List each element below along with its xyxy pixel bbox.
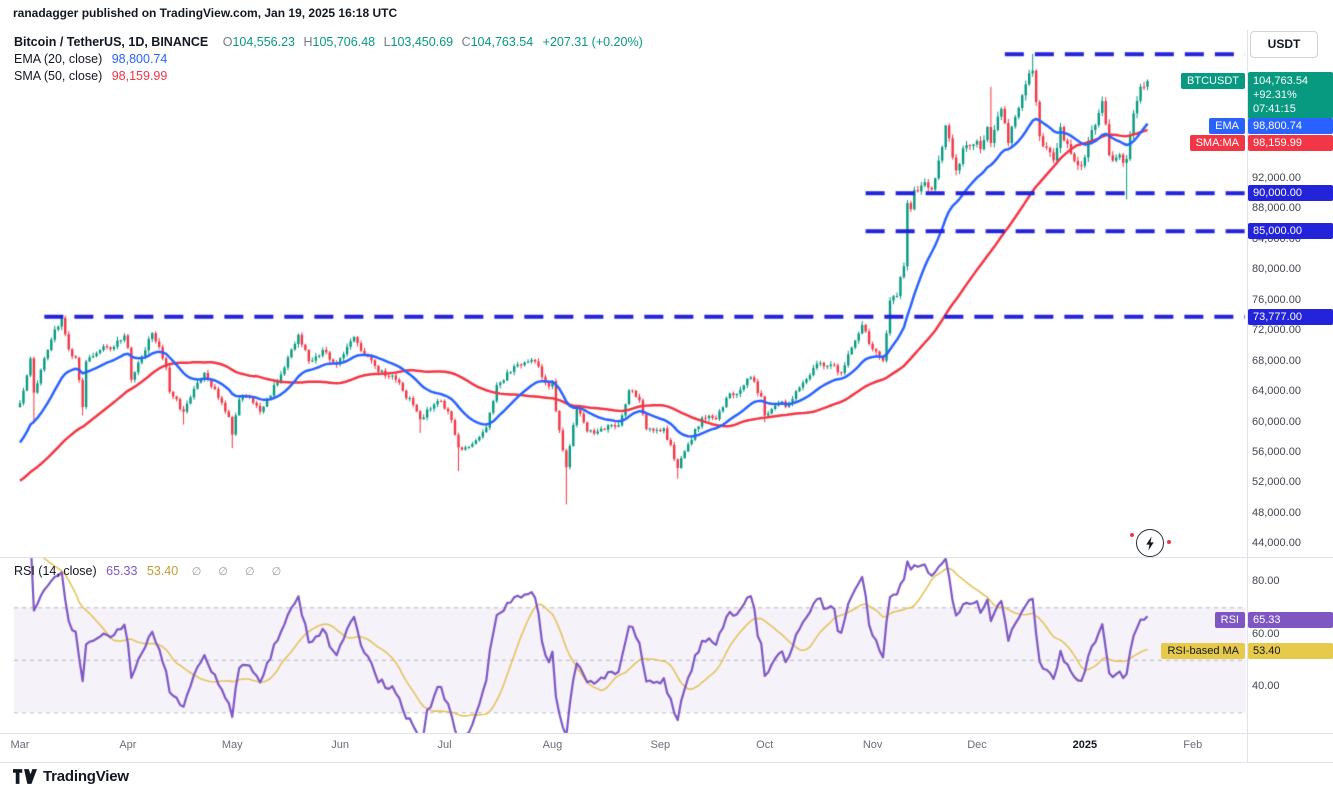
rsi-legend-value: 65.33	[106, 564, 138, 578]
rsi-value-badge: 65.33	[1248, 611, 1333, 628]
ohlc-high-value: 105,706.48	[312, 35, 376, 49]
red-dot-icon	[1167, 540, 1171, 544]
price-axis-label: 80,000.00	[1252, 263, 1301, 276]
currency-toggle-usdt[interactable]: USDT	[1250, 31, 1318, 58]
symbol-title: Bitcoin / TetherUS, 1D, BINANCE	[14, 35, 209, 49]
ohlc-open-label: O	[222, 35, 233, 49]
footer-separator	[0, 762, 1333, 763]
rsi-ma-legend-value: 53.40	[146, 564, 179, 578]
time-axis-label: May	[221, 739, 243, 751]
rsi-legend-label: RSI (14, close)	[14, 564, 97, 578]
indicator-ghost-icons: ∅ ∅ ∅ ∅	[191, 566, 289, 578]
red-dot-icon	[1130, 533, 1134, 537]
change-percent: +92.31%	[1253, 88, 1297, 101]
tradingview-logo[interactable]: TradingView	[13, 768, 129, 785]
time-axis-label: Oct	[756, 739, 774, 751]
time-axis-label: Feb	[1183, 739, 1203, 751]
symbol-price-badge: 104,763.54 +92.31% 07:41:15	[1248, 71, 1333, 119]
sma-legend-label: SMA (50, close)	[14, 69, 103, 83]
ohlc-low-value: 103,450.69	[390, 35, 454, 49]
lightning-bolt-icon	[1145, 536, 1154, 550]
time-axis-label: 2025	[1072, 739, 1098, 751]
rsi-label-badge: RSI	[1214, 611, 1245, 628]
chart-legend-symbol: Bitcoin / TetherUS, 1D, BINANCE O104,556…	[14, 35, 643, 49]
sma-legend-value: 98,159.99	[111, 69, 168, 83]
price-level-badge: 90,000.00	[1248, 185, 1333, 202]
chart-legend-sma: SMA (50, close) 98,159.99	[14, 69, 167, 83]
rsi-axis-label: 60.00	[1252, 627, 1280, 640]
time-axis-label: Mar	[10, 739, 30, 751]
symbol-label-badge: BTCUSDT	[1181, 72, 1245, 89]
pane-separator[interactable]	[0, 557, 1333, 558]
chart-legend-ema: EMA (20, close) 98,800.74	[14, 52, 167, 66]
price-axis-separator	[1247, 30, 1248, 763]
ohlc-open-value: 104,556.23	[232, 35, 296, 49]
sma-value-badge: 98,159.99	[1248, 135, 1333, 152]
time-axis-label: Sep	[650, 739, 671, 751]
rsi-ma-value-badge: 53.40	[1248, 642, 1333, 659]
price-axis-label: 88,000.00	[1252, 202, 1301, 215]
last-price: 104,763.54	[1253, 74, 1309, 87]
rsi-ma-label-badge: RSI-based MA	[1161, 642, 1245, 659]
ohlc-close-value: 104,763.54	[470, 35, 534, 49]
price-axis-label: 76,000.00	[1252, 293, 1301, 306]
price-axis-label: 68,000.00	[1252, 354, 1301, 367]
ema-legend-value: 98,800.74	[111, 52, 168, 66]
price-axis-label: 92,000.00	[1252, 172, 1301, 185]
daily-change: +207.31 (+0.20%)	[542, 35, 643, 49]
time-axis-label: Dec	[967, 739, 987, 751]
time-axis-label: Jul	[437, 739, 452, 751]
price-axis-label: 48,000.00	[1252, 506, 1301, 519]
time-axis-label: Jun	[331, 739, 350, 751]
ohlc-high-label: H	[303, 35, 313, 49]
lightning-sticker-icon	[1130, 529, 1171, 557]
tradingview-logo-icon	[13, 769, 37, 784]
price-axis-label: 44,000.00	[1252, 537, 1301, 550]
bar-countdown: 07:41:15	[1253, 102, 1296, 115]
rsi-legend: RSI (14, close) 65.33 53.40 ∅ ∅ ∅ ∅	[14, 564, 288, 578]
price-axis-label: 56,000.00	[1252, 445, 1301, 458]
rsi-axis-label: 40.00	[1252, 680, 1280, 693]
sma-label-badge: SMA:MA	[1189, 135, 1245, 152]
ema-label-badge: EMA	[1209, 118, 1245, 135]
ema-value-badge: 98,800.74	[1248, 118, 1333, 135]
rsi-axis-label: 80.00	[1252, 575, 1280, 588]
ohlc-close-label: C	[461, 35, 471, 49]
price-axis-label: 60,000.00	[1252, 415, 1301, 428]
price-axis-label: 72,000.00	[1252, 324, 1301, 337]
time-axis-label: Nov	[862, 739, 883, 751]
price-level-badge: 73,777.00	[1248, 308, 1333, 325]
time-axis-separator	[0, 733, 1333, 734]
price-level-badge: 85,000.00	[1248, 223, 1333, 240]
tradingview-wordmark: TradingView	[43, 768, 129, 785]
ema-legend-label: EMA (20, close)	[14, 52, 103, 66]
published-byline: ranadagger published on TradingView.com,…	[13, 6, 398, 20]
time-axis-label: Aug	[542, 739, 563, 751]
time-axis-label: Apr	[119, 739, 137, 751]
ohlc-low-label: L	[383, 35, 391, 49]
price-axis-label: 64,000.00	[1252, 385, 1301, 398]
price-axis-label: 52,000.00	[1252, 476, 1301, 489]
